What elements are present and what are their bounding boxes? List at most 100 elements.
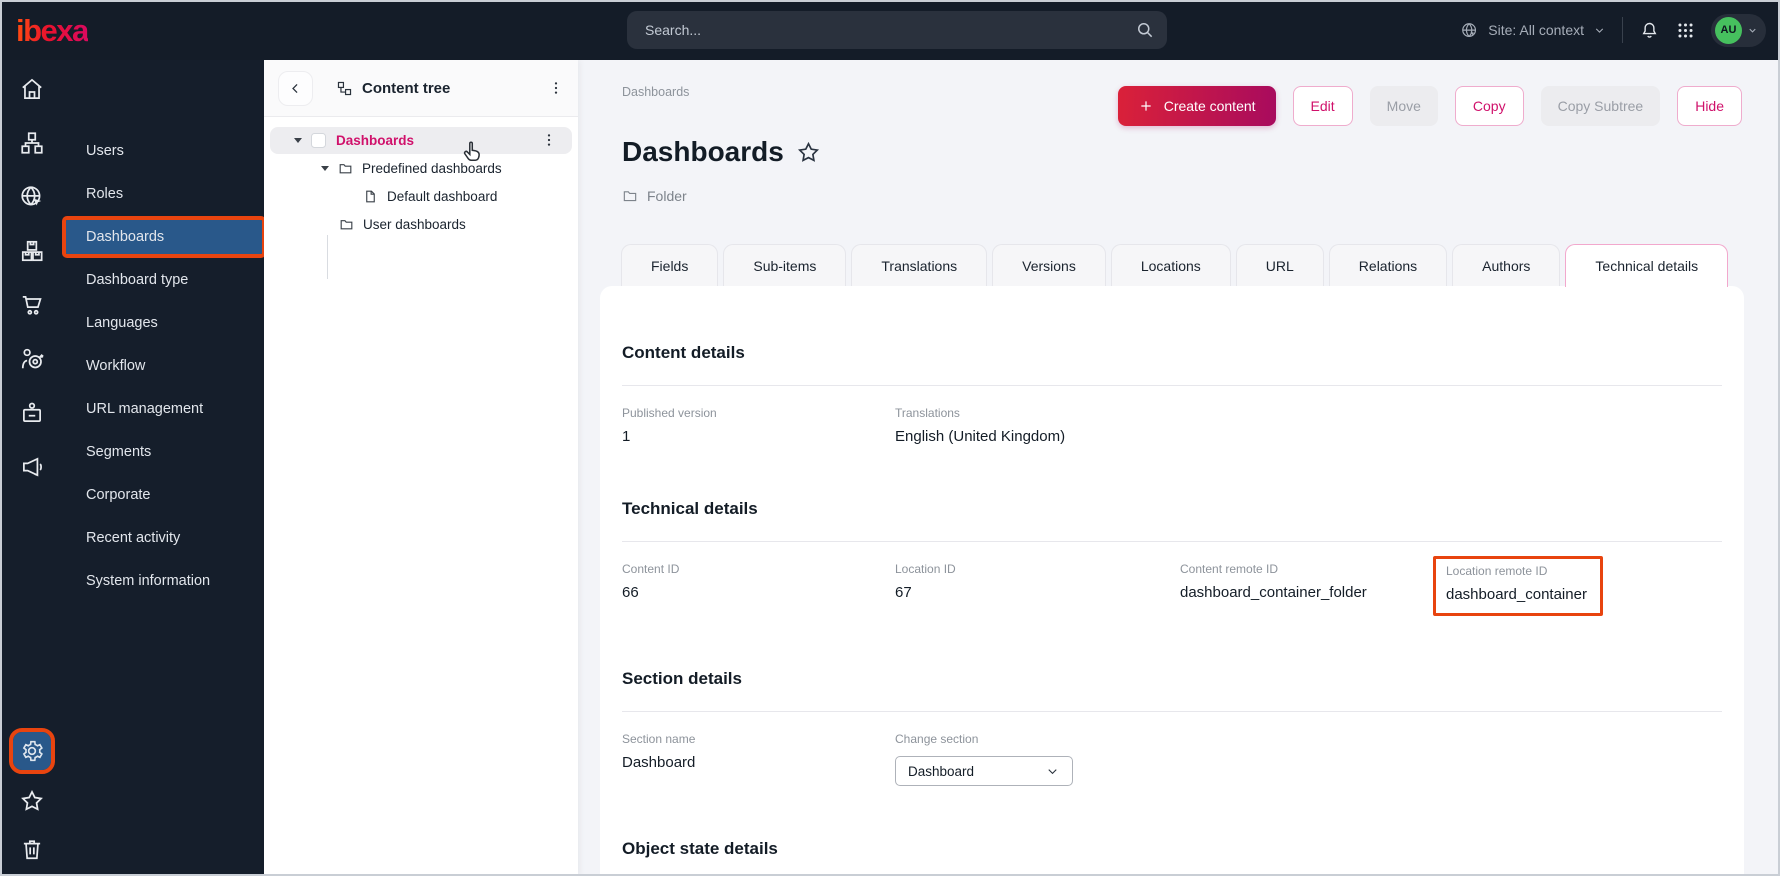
content-tree-body: Dashboards Predefined dashboards Default… xyxy=(264,117,578,279)
sidebar-item-recent-activity[interactable]: Recent activity xyxy=(86,530,181,546)
page-title: Dashboards xyxy=(622,136,784,167)
tab-url[interactable]: URL xyxy=(1235,244,1324,286)
plus-icon xyxy=(1138,98,1154,114)
tab-authors[interactable]: Authors xyxy=(1452,244,1561,286)
user-avatar: AU xyxy=(1715,16,1742,44)
tab-technical-details[interactable]: Technical details xyxy=(1565,244,1729,287)
globe-pointer-icon[interactable] xyxy=(19,184,45,210)
copy-button[interactable]: Copy xyxy=(1454,86,1524,126)
folder-icon xyxy=(338,161,353,176)
object-state-details-section: Object state details Group name Current … xyxy=(622,838,1722,876)
tab-sub-items[interactable]: Sub-items xyxy=(723,244,847,286)
content-tree-panel: Content tree Dashboards Predefined das xyxy=(264,60,578,876)
tab-fields[interactable]: Fields xyxy=(621,244,719,286)
field-change-section: Change section Dashboard xyxy=(895,732,1180,786)
tree-options-kebab-icon[interactable] xyxy=(548,80,564,96)
field-location-remote-id: Location remote ID dashboard_container xyxy=(1433,556,1722,616)
technical-details-card: Content details Published version 1 Tran… xyxy=(600,286,1744,876)
copy-subtree-button[interactable]: Copy Subtree xyxy=(1540,86,1661,126)
user-menu[interactable]: AU xyxy=(1711,13,1766,47)
sidebar-item-workflow[interactable]: Workflow xyxy=(86,358,146,374)
folder-icon xyxy=(339,217,354,232)
top-bar: ibexa Site: All context AU xyxy=(0,0,1780,60)
technical-details-section: Technical details Content ID 66 Location… xyxy=(622,498,1722,616)
home-icon[interactable] xyxy=(19,76,45,102)
sidebar-item-segments[interactable]: Segments xyxy=(86,444,152,460)
tab-bar: Fields Sub-items Translations Versions L… xyxy=(621,244,1729,287)
megaphone-icon[interactable] xyxy=(19,454,45,480)
sidebar-item-roles[interactable]: Roles xyxy=(86,186,124,202)
cart-icon[interactable] xyxy=(19,292,45,318)
chevron-down-icon xyxy=(1747,25,1758,36)
admin-settings-highlight[interactable] xyxy=(9,728,55,774)
sidebar-item-corporate[interactable]: Corporate xyxy=(86,487,151,503)
tree-indent-guide xyxy=(327,235,328,279)
tab-locations[interactable]: Locations xyxy=(1110,244,1231,286)
tree-row-checkbox[interactable] xyxy=(311,133,326,148)
section-heading: Section details xyxy=(622,669,742,688)
change-section-select[interactable]: Dashboard xyxy=(895,756,1073,786)
sidebar-item-url-management[interactable]: URL management xyxy=(86,401,204,417)
content-details-section: Content details Published version 1 Tran… xyxy=(622,342,1722,446)
content-tree-title: Content tree xyxy=(336,80,450,97)
breadcrumb[interactable]: Dashboards xyxy=(622,85,690,99)
personalization-target-icon[interactable] xyxy=(19,346,45,372)
field-content-remote-id: Content remote ID dashboard_container_fo… xyxy=(1180,562,1367,601)
mouse-hand-cursor xyxy=(461,140,483,162)
sidebar-item-dashboards[interactable]: Dashboards xyxy=(62,216,266,258)
field-location-id: Location ID 67 xyxy=(895,562,956,601)
sidebar-item-system-information[interactable]: System information xyxy=(86,573,211,589)
star-icon[interactable] xyxy=(19,788,45,814)
chevron-down-icon xyxy=(1593,24,1606,37)
field-published-version: Published version 1 xyxy=(622,406,717,445)
create-content-button[interactable]: Create content xyxy=(1117,86,1276,126)
tab-versions[interactable]: Versions xyxy=(992,244,1106,286)
corporate-badge-icon[interactable] xyxy=(19,400,45,426)
search-input[interactable] xyxy=(627,11,1167,49)
ibexa-logo: ibexa xyxy=(16,13,89,48)
trash-icon[interactable] xyxy=(19,836,45,862)
sidebar-item-users[interactable]: Users xyxy=(86,143,124,159)
row-options-kebab-icon[interactable] xyxy=(541,132,557,148)
caret-down-icon[interactable] xyxy=(321,166,329,171)
action-buttons: Create content Edit Move Copy Copy Subtr… xyxy=(1117,86,1742,126)
tab-relations[interactable]: Relations xyxy=(1328,244,1448,286)
section-heading: Object state details xyxy=(622,839,778,858)
site-context-dropdown[interactable]: Site: All context xyxy=(1460,21,1606,40)
icon-sidebar xyxy=(0,60,64,876)
products-icon[interactable] xyxy=(19,238,45,264)
section-heading: Technical details xyxy=(622,499,758,518)
section-details-section: Section details Section name Dashboard C… xyxy=(622,668,1722,786)
collapse-tree-button[interactable] xyxy=(278,70,313,106)
edit-button[interactable]: Edit xyxy=(1292,86,1353,126)
content-type-label: Folder xyxy=(647,188,687,204)
site-context-label: Site: All context xyxy=(1488,22,1584,38)
tree-row-default-dashboard[interactable]: Default dashboard xyxy=(270,183,572,210)
main-content: Dashboards Create content Edit Move Copy… xyxy=(578,60,1780,876)
tree-row-dashboards[interactable]: Dashboards xyxy=(270,127,572,154)
admin-menu-sidebar: Users Roles Dashboards Dashboard type La… xyxy=(62,60,266,876)
folder-icon xyxy=(622,188,638,204)
content-type-row: Folder xyxy=(622,188,687,204)
content-tree-header: Content tree xyxy=(264,60,578,117)
sidebar-item-languages[interactable]: Languages xyxy=(86,315,158,331)
location-remote-id-annotation: Location remote ID dashboard_container xyxy=(1433,556,1603,616)
notifications-bell-icon[interactable] xyxy=(1639,20,1660,41)
section-heading: Content details xyxy=(622,343,745,362)
tree-row-predefined-dashboards[interactable]: Predefined dashboards xyxy=(270,155,572,182)
app-grid-icon[interactable] xyxy=(1676,21,1695,40)
sitemap-icon[interactable] xyxy=(19,130,45,156)
tab-translations[interactable]: Translations xyxy=(851,244,988,286)
search-icon[interactable] xyxy=(1135,20,1155,40)
favorite-star-icon[interactable] xyxy=(796,140,821,165)
gear-icon xyxy=(19,738,45,764)
topbar-divider xyxy=(1622,17,1623,43)
move-button[interactable]: Move xyxy=(1369,86,1438,126)
file-icon xyxy=(363,189,378,204)
tree-row-user-dashboards[interactable]: User dashboards xyxy=(270,211,572,238)
caret-down-icon[interactable] xyxy=(294,138,302,143)
sidebar-item-dashboard-type[interactable]: Dashboard type xyxy=(86,272,189,288)
field-section-name: Section name Dashboard xyxy=(622,732,696,771)
field-translations: Translations English (United Kingdom) xyxy=(895,406,1066,445)
hide-button[interactable]: Hide xyxy=(1677,86,1742,126)
